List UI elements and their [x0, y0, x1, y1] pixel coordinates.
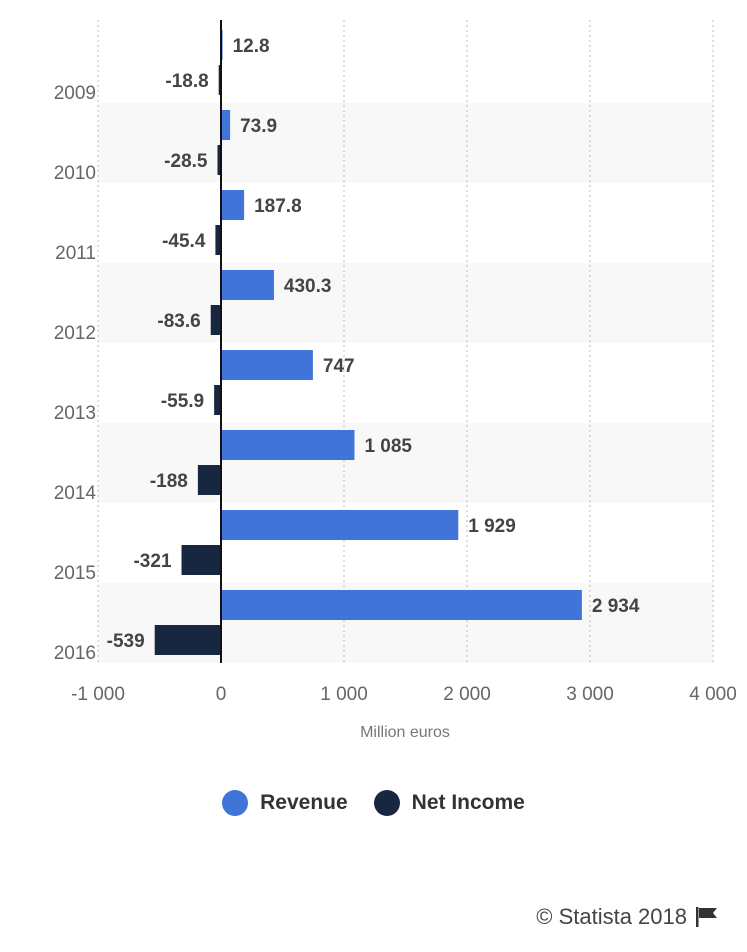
data-label: -45.4	[162, 231, 206, 252]
data-label: -83.6	[157, 311, 200, 332]
bar-revenue	[221, 510, 459, 540]
bar-net-income	[218, 65, 221, 95]
legend-marker-net-income	[373, 790, 400, 816]
y-tick-label: 2010	[54, 163, 96, 184]
bar-chart: -1 000 0 1 000 2 000 3 000 4 000 Million euros…	[54, 20, 737, 741]
bar-revenue	[221, 270, 274, 300]
x-tick-label: 0	[216, 684, 227, 705]
data-label: 12.8	[233, 36, 270, 57]
legend-item-net-income[interactable]: Net Income	[373, 790, 525, 816]
x-tick-label: 2 000	[443, 684, 491, 705]
data-label: 2 934	[592, 596, 640, 617]
bar-net-income	[197, 465, 221, 495]
bar-revenue	[221, 590, 582, 620]
bar-net-income	[181, 545, 221, 575]
data-label: 73.9	[240, 116, 277, 137]
data-label: -539	[107, 631, 145, 652]
legend: Revenue Net Income	[0, 790, 747, 816]
credit[interactable]: © Statista 2018	[536, 904, 719, 930]
data-label: 430.3	[284, 276, 332, 297]
legend-marker-revenue	[222, 790, 249, 816]
legend-label: Net Income	[411, 791, 525, 814]
data-label: -55.9	[161, 391, 204, 412]
bar-net-income	[154, 625, 221, 655]
bar-net-income	[214, 385, 221, 415]
y-tick-label: 2015	[54, 563, 96, 584]
data-label: -18.8	[165, 71, 208, 92]
y-tick-label: 2009	[54, 83, 96, 104]
x-tick-label: 1 000	[320, 684, 368, 705]
data-label: 1 929	[468, 516, 516, 537]
band-background	[98, 103, 713, 183]
copyright-text: © Statista 2018	[536, 904, 687, 929]
y-tick-label: 2012	[54, 323, 96, 344]
y-tick-label: 2013	[54, 403, 96, 424]
bar-net-income	[215, 225, 221, 255]
bar-revenue	[221, 110, 231, 140]
data-label: -188	[150, 471, 188, 492]
y-tick-label: 2011	[55, 243, 96, 264]
x-tick-label: 3 000	[566, 684, 614, 705]
band-background	[98, 423, 713, 503]
flag-icon[interactable]	[695, 906, 719, 928]
band-background	[98, 263, 713, 343]
bar-net-income	[210, 305, 221, 335]
bar-net-income	[217, 145, 221, 175]
y-tick-label: 2016	[54, 643, 96, 664]
legend-label: Revenue	[260, 791, 348, 814]
bar-revenue	[221, 430, 355, 460]
data-label: -28.5	[164, 151, 208, 172]
data-label: 1 085	[364, 436, 412, 457]
x-axis-title: Million euros	[360, 724, 450, 741]
bar-revenue	[221, 190, 245, 220]
x-tick-label: 4 000	[689, 684, 737, 705]
legend-item-revenue[interactable]: Revenue	[222, 790, 348, 816]
data-label: 187.8	[254, 196, 302, 217]
data-label: 747	[323, 356, 355, 377]
data-label: -321	[133, 551, 171, 572]
y-tick-label: 2014	[54, 483, 97, 504]
bar-revenue	[221, 350, 313, 380]
x-tick-label: -1 000	[71, 684, 125, 705]
